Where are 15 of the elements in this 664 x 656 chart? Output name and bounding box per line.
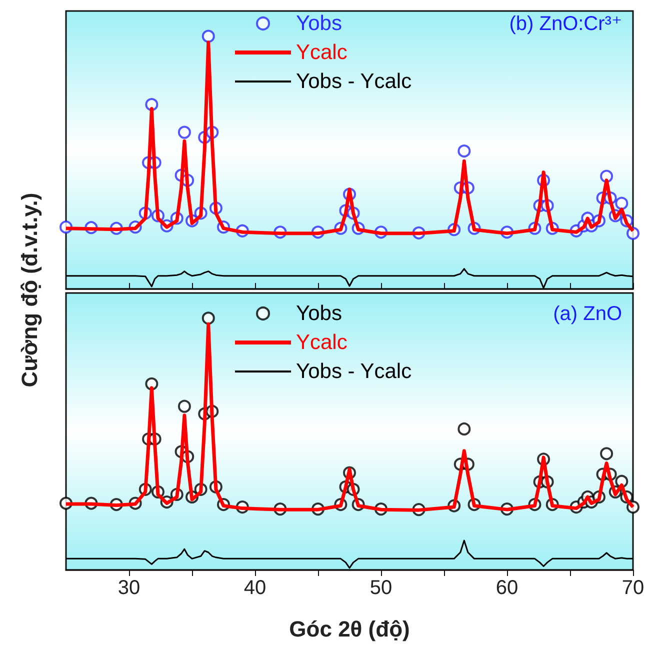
x-tick-label: 60 — [496, 577, 518, 599]
legend-label: Ycalc — [296, 41, 348, 64]
legend-label: Yobs - Ycalc — [296, 70, 412, 93]
annotation: (a) ZnO — [553, 303, 622, 325]
legend-label: Yobs — [296, 302, 342, 325]
x-tick-label: 70 — [622, 577, 644, 599]
legend-label: Yobs - Ycalc — [296, 360, 412, 383]
x-tick-label: 40 — [244, 577, 266, 599]
text: (b) ZnO:Cr³⁺ — [509, 13, 622, 35]
x-tick-label: 30 — [118, 577, 140, 599]
y-axis-title: Cường độ (đ.v.t.y.) — [17, 192, 43, 388]
x-tick-label: 50 — [370, 577, 392, 599]
legend-label: Ycalc — [296, 331, 348, 354]
x-axis-title: Góc 2θ (độ) — [289, 616, 410, 642]
legend-label: Yobs — [296, 12, 342, 35]
